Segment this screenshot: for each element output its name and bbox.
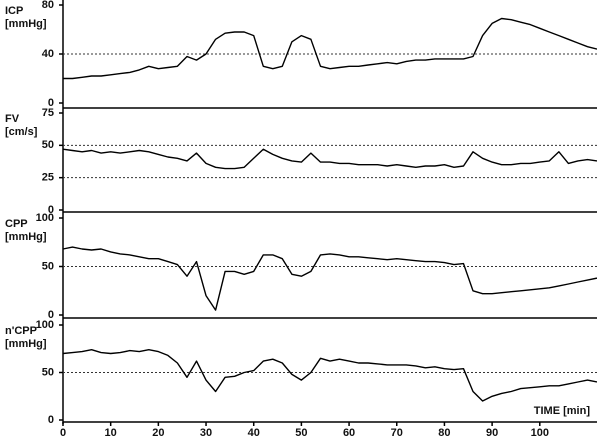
x-tick-label: 30 bbox=[200, 427, 212, 439]
trace bbox=[62, 349, 597, 402]
y-axis-label: n'CPP bbox=[5, 325, 37, 337]
y-tick-label: 40 bbox=[42, 48, 54, 60]
y-tick-label: 50 bbox=[42, 139, 54, 151]
y-tick-label: 100 bbox=[36, 319, 54, 331]
y-axis-label: [mmHg] bbox=[5, 338, 47, 350]
y-axis-label: [mmHg] bbox=[5, 18, 47, 30]
y-tick-label: 50 bbox=[42, 366, 54, 378]
x-tick-label: 100 bbox=[531, 427, 549, 439]
x-axis-label: TIME [min] bbox=[534, 405, 591, 417]
y-axis-label: [cm/s] bbox=[5, 126, 38, 138]
y-tick-label: 0 bbox=[48, 414, 54, 426]
trace bbox=[63, 17, 597, 80]
x-tick-label: 20 bbox=[152, 427, 164, 439]
y-axis-label: FV bbox=[5, 113, 20, 125]
y-tick-label: 0 bbox=[48, 97, 54, 109]
y-tick-label: 0 bbox=[48, 204, 54, 216]
y-axis-label: ICP bbox=[5, 5, 23, 17]
y-tick-label: 50 bbox=[42, 260, 54, 272]
x-tick-label: 0 bbox=[60, 427, 66, 439]
x-tick-label: 10 bbox=[105, 427, 117, 439]
trace bbox=[62, 246, 597, 311]
y-tick-label: 80 bbox=[42, 0, 54, 11]
y-axis-label: [mmHg] bbox=[5, 231, 47, 243]
x-tick-label: 70 bbox=[391, 427, 403, 439]
y-axis-label: CPP bbox=[5, 218, 28, 230]
x-tick-label: 60 bbox=[343, 427, 355, 439]
x-tick-label: 80 bbox=[438, 427, 450, 439]
y-tick-label: 75 bbox=[42, 107, 54, 119]
x-tick-label: 90 bbox=[486, 427, 498, 439]
y-tick-label: 0 bbox=[48, 309, 54, 321]
y-tick-label: 100 bbox=[36, 212, 54, 224]
x-tick-label: 50 bbox=[295, 427, 307, 439]
trace bbox=[62, 148, 597, 170]
x-tick-label: 40 bbox=[248, 427, 260, 439]
y-tick-label: 25 bbox=[42, 172, 54, 184]
